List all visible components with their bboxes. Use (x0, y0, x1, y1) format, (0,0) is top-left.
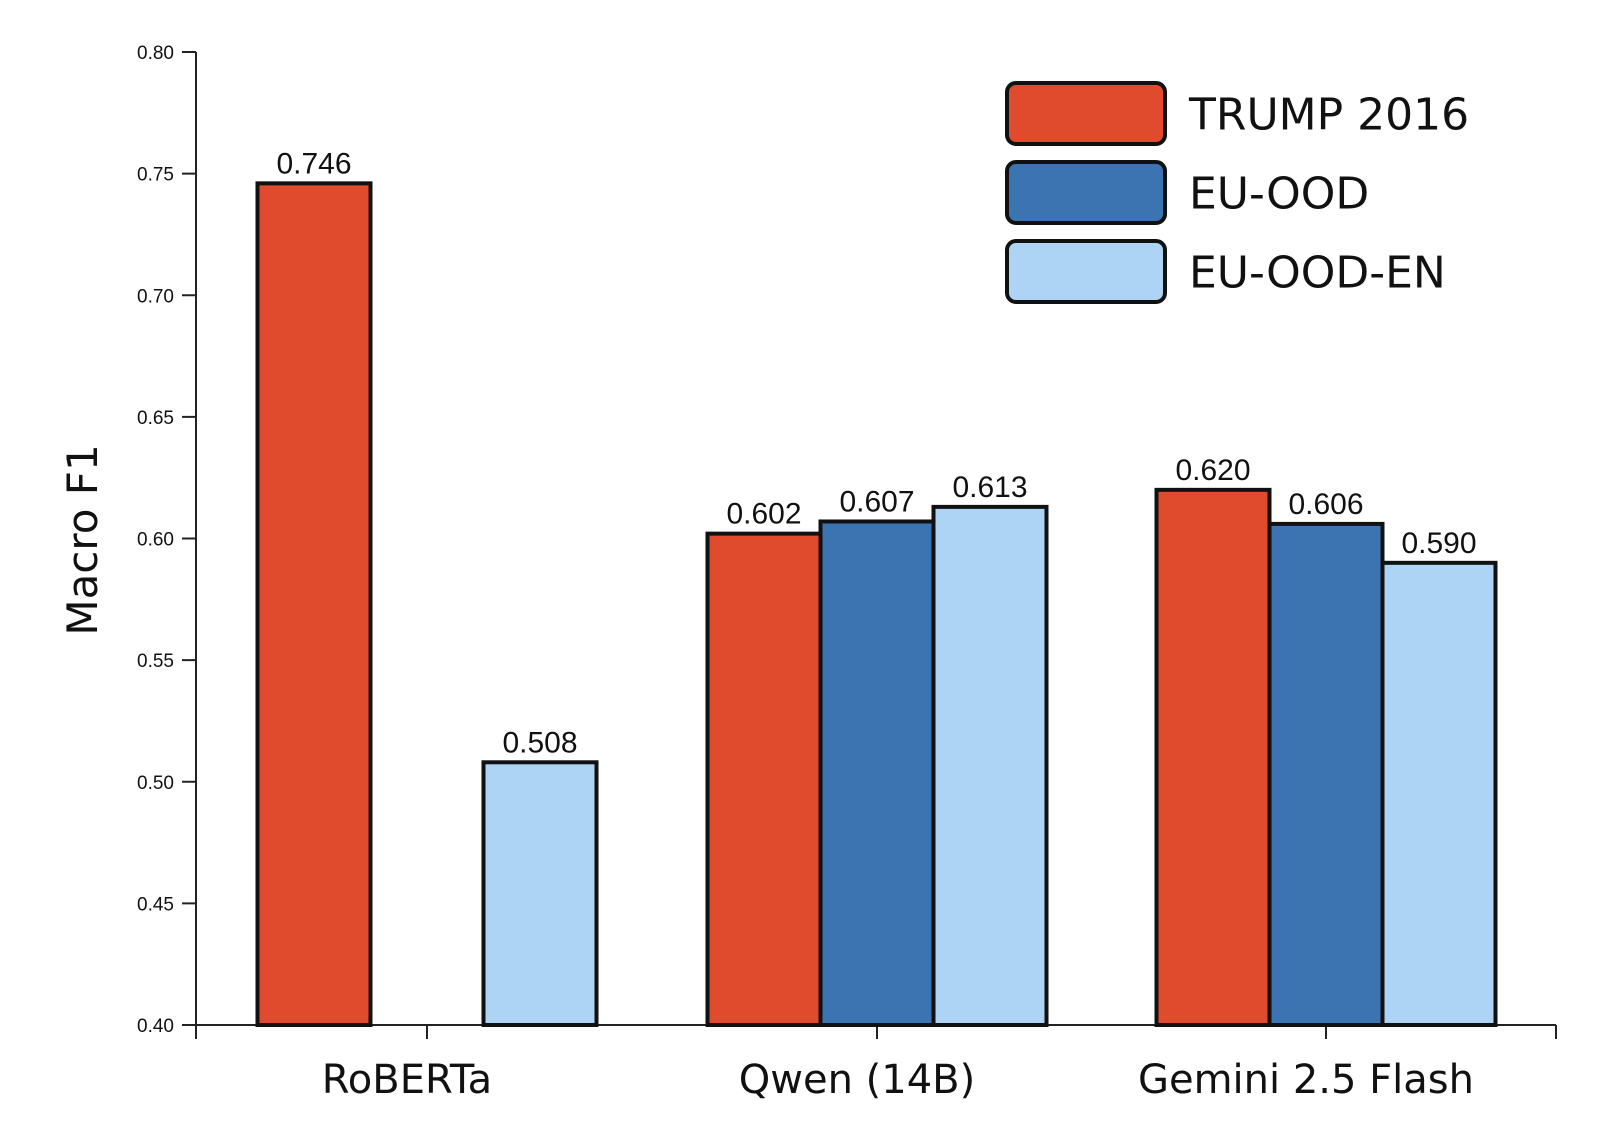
x-tick-label: Qwen (14B) (739, 1057, 975, 1103)
legend-swatch (1005, 160, 1167, 225)
legend-label: EU-OOD (1189, 169, 1369, 220)
x-tick-label: Gemini 2.5 Flash (1138, 1057, 1474, 1103)
bar-value-label: 0.746 (276, 147, 351, 180)
legend: TRUMP 2016 EU-OOD EU-OOD-EN (1005, 81, 1469, 304)
bar (255, 181, 373, 1028)
y-tick-label: 0.45 (137, 894, 174, 915)
y-tick-label: 0.75 (137, 165, 174, 186)
bar (1380, 560, 1498, 1027)
legend-label: EU-OOD-EN (1189, 248, 1446, 299)
bar-value-label: 0.508 (502, 726, 577, 759)
y-tick-label: 0.50 (137, 773, 174, 794)
legend-label: TRUMP 2016 (1188, 90, 1469, 141)
y-tick-label: 0.65 (137, 408, 174, 429)
bar-value-label: 0.602 (726, 498, 801, 531)
bar-value-label: 0.606 (1288, 488, 1363, 521)
y-tick-label: 0.70 (137, 286, 174, 307)
y-axis: 0.40 0.45 0.50 0.55 0.60 0.65 0.70 0.75 0.80 (137, 43, 197, 1037)
bar-value-labels: 0.746 0.508 0.602 0.607 0.613 0.620 0.606 0.590 (276, 147, 1476, 759)
bar (1154, 487, 1272, 1028)
y-tick-label: 0.60 (137, 530, 174, 551)
bars (255, 181, 1498, 1028)
y-tick-label: 0.40 (137, 1016, 174, 1037)
x-axis: RoBERTa Qwen (14B) Gemini 2.5 Flash (195, 1024, 1557, 1103)
x-tick-label: RoBERTa (322, 1057, 492, 1103)
bar (481, 760, 599, 1027)
bar-value-label: 0.620 (1175, 454, 1250, 487)
legend-swatch (1005, 239, 1167, 304)
bar-value-label: 0.613 (952, 471, 1027, 504)
bar-value-label: 0.590 (1401, 527, 1476, 560)
bar (705, 531, 823, 1027)
y-axis-title: Macro F1 (58, 444, 107, 635)
legend-swatch (1005, 81, 1167, 146)
bar-value-label: 0.607 (839, 485, 914, 518)
bar (818, 519, 936, 1027)
bar (1267, 521, 1385, 1028)
y-tick-label: 0.80 (137, 43, 174, 64)
bar (931, 504, 1049, 1027)
y-tick-label: 0.55 (137, 651, 174, 672)
